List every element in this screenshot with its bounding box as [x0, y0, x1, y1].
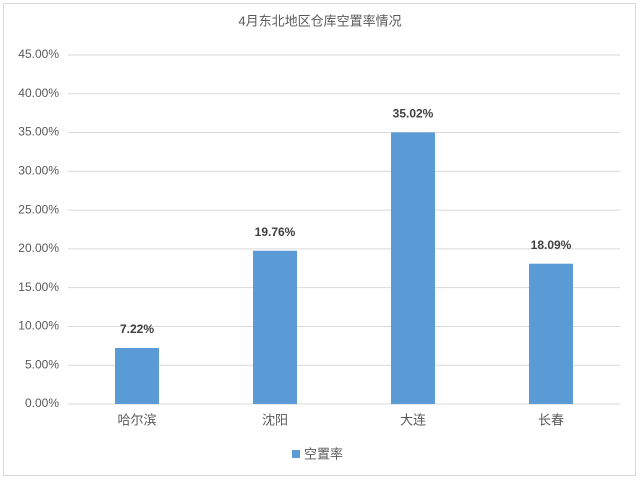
data-label: 35.02%	[393, 107, 434, 121]
x-tick-label: 沈阳	[262, 412, 288, 427]
y-tick-label: 5.00%	[25, 357, 59, 371]
y-tick-label: 15.00%	[18, 280, 59, 294]
chart-title: 4月东北地区仓库空置率情况	[238, 13, 401, 28]
legend-swatch	[292, 450, 300, 458]
bar	[391, 132, 435, 404]
bar	[529, 263, 573, 404]
data-label: 19.76%	[255, 225, 296, 239]
y-tick-label: 0.00%	[25, 396, 59, 410]
bar	[253, 250, 297, 404]
data-label: 18.09%	[531, 238, 572, 252]
x-tick-label: 长春	[538, 412, 564, 427]
y-tick-label: 20.00%	[18, 241, 59, 255]
x-tick-label: 哈尔滨	[117, 412, 156, 427]
y-tick-label: 30.00%	[18, 164, 59, 178]
bar	[115, 348, 159, 404]
x-tick-label: 大连	[400, 412, 426, 427]
y-tick-label: 10.00%	[18, 319, 59, 333]
y-tick-label: 45.00%	[18, 47, 59, 61]
y-tick-label: 40.00%	[18, 86, 59, 100]
y-tick-label: 25.00%	[18, 202, 59, 216]
y-tick-label: 35.00%	[18, 125, 59, 139]
legend-label: 空置率	[304, 446, 343, 461]
data-label: 7.22%	[120, 322, 154, 336]
